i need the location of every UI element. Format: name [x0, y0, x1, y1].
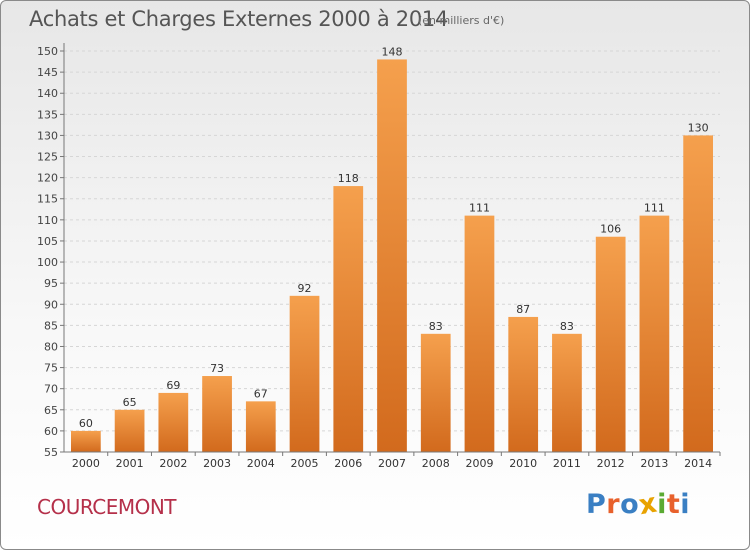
y-tick-label: 130 [37, 129, 58, 142]
y-tick-label: 115 [37, 193, 58, 206]
bar [377, 59, 407, 452]
value-labels: 60 65 69 73 67 92 118 148 83 111 87 83 106 111 130 [79, 45, 709, 429]
x-tick-label: 2012 [597, 457, 625, 470]
x-tick-label: 2011 [553, 457, 581, 470]
x-tick-label: 2013 [640, 457, 668, 470]
x-tick-label: 2000 [72, 457, 100, 470]
y-tick-label: 140 [37, 87, 58, 100]
x-tick-label: 2014 [684, 457, 712, 470]
chart-title: Achats et Charges Externes 2000 à 2014 [29, 7, 449, 31]
data-label: 65 [123, 396, 137, 409]
x-tick-label: 2002 [159, 457, 187, 470]
y-tick-label: 65 [44, 404, 58, 417]
data-label: 67 [254, 387, 268, 400]
bar [158, 392, 189, 452]
bar [289, 295, 320, 452]
bar [683, 135, 714, 452]
data-label: 60 [79, 417, 93, 430]
y-tick-label: 55 [44, 446, 58, 459]
bar [114, 409, 145, 452]
data-label: 111 [644, 202, 665, 215]
logo-letter: r [606, 489, 621, 520]
logo-letter: t [666, 489, 681, 520]
data-label: 73 [210, 362, 224, 375]
bar [552, 333, 582, 452]
data-label: 106 [600, 223, 621, 236]
proxiti-logo[interactable]: Proxiti [586, 488, 691, 522]
x-tick-label: 2005 [291, 457, 319, 470]
y-tick-label: 145 [37, 66, 58, 79]
x-tick-label: 2009 [465, 457, 493, 470]
bar [639, 215, 670, 452]
y-tick-label: 105 [37, 235, 58, 248]
bar [508, 316, 539, 452]
data-label: 130 [688, 121, 709, 134]
y-tick-label: 110 [37, 214, 58, 227]
y-tick-label: 60 [44, 425, 58, 438]
data-label: 148 [382, 45, 403, 58]
place-name: COURCEMONT [37, 495, 177, 519]
x-tick-label: 2003 [203, 457, 231, 470]
y-tick-label: 95 [44, 277, 58, 290]
y-tick-label: 80 [44, 340, 58, 353]
x-tick-label: 2001 [116, 457, 144, 470]
y-axis-labels: 55 60 65 70 75 80 85 90 95 100 105 110 115 120 125 130 1… [37, 45, 58, 459]
data-label: 83 [560, 320, 574, 333]
bar [202, 376, 232, 452]
data-label: 69 [166, 379, 180, 392]
data-label: 83 [429, 320, 443, 333]
bar [595, 236, 626, 452]
y-tick-label: 125 [37, 151, 58, 164]
bar [420, 333, 451, 452]
logo-letter: i [680, 489, 691, 520]
data-label: 118 [338, 172, 359, 185]
logo-letter: i [657, 489, 667, 520]
x-tick-label: 2004 [247, 457, 275, 470]
bars [70, 59, 714, 453]
logo-letter: o [620, 489, 640, 520]
bar [333, 186, 364, 453]
data-label: 87 [516, 303, 530, 316]
y-tick-label: 70 [44, 383, 58, 396]
bar [70, 430, 101, 452]
y-tick-label: 85 [44, 319, 58, 332]
y-tick-label: 135 [37, 108, 58, 121]
y-tick-label: 150 [37, 45, 58, 58]
x-tick-label: 2006 [334, 457, 362, 470]
y-tick-label: 100 [37, 256, 58, 269]
axes [63, 43, 720, 453]
x-tick-label: 2010 [509, 457, 537, 470]
data-label: 111 [469, 202, 490, 215]
bar [245, 401, 276, 452]
x-tick-label: 2007 [378, 457, 406, 470]
y-tick-label: 90 [44, 298, 58, 311]
x-tick-label: 2008 [422, 457, 450, 470]
unit-label: (en milliers d'€) [418, 14, 505, 27]
data-label: 92 [298, 282, 312, 295]
x-axis-labels: 2000 2001 2002 2003 2004 2005 2006 2007 2008 2009… [72, 452, 721, 470]
bar [464, 215, 495, 452]
y-tick-label: 75 [44, 362, 58, 375]
logo-letter: P [586, 489, 607, 520]
y-tick-label: 120 [37, 172, 58, 185]
